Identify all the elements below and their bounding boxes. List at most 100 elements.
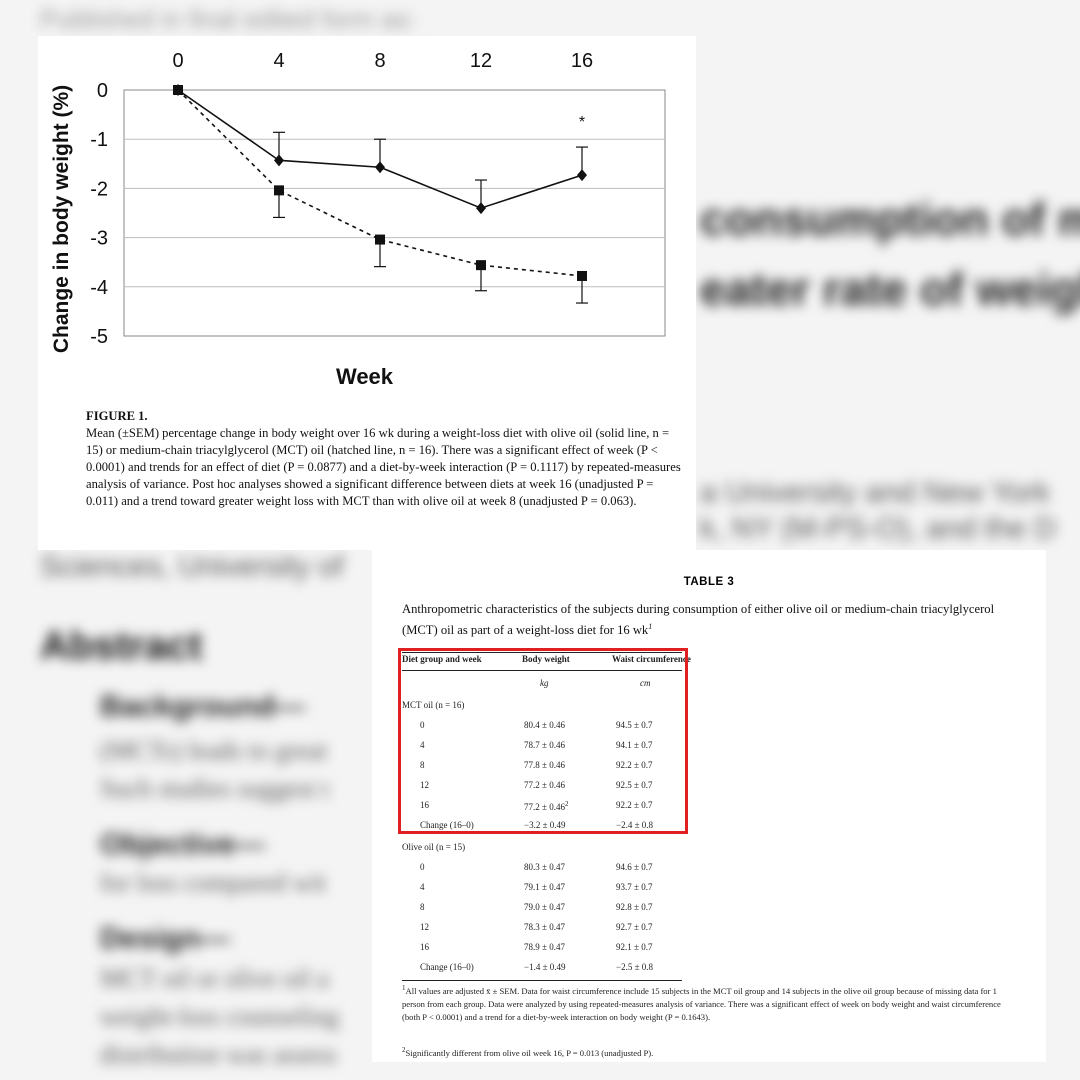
design-text-1: MCT oil or olive oil a	[100, 964, 329, 993]
row-body-weight: −3.2 ± 0.49	[524, 820, 566, 830]
row-waist: 94.6 ± 0.7	[616, 862, 653, 872]
footnote-1-marker: 1	[402, 984, 406, 992]
affiliation-line-3: Sciences, University of	[40, 550, 344, 583]
row-body-weight: 80.4 ± 0.46	[524, 720, 565, 730]
row-waist: 92.2 ± 0.7	[616, 800, 653, 810]
article-title-line-1: consumption of m	[700, 193, 1080, 245]
background-text-2: Such studies suggest t	[100, 774, 329, 803]
y-tick-label: -4	[90, 277, 108, 299]
row-waist: 92.2 ± 0.7	[616, 760, 653, 770]
row-week: Change (16–0)	[420, 820, 474, 830]
objective-label: Objective—	[100, 828, 266, 861]
row-waist: −2.4 ± 0.8	[616, 820, 654, 830]
row-week: 4	[420, 882, 425, 892]
x-tick-label: 0	[172, 50, 183, 72]
row-waist: 92.1 ± 0.7	[616, 942, 653, 952]
abstract-heading: Abstract	[40, 624, 203, 668]
data-point-diamond	[577, 169, 587, 182]
row-week: 8	[420, 760, 425, 770]
row-body-weight: 77.8 ± 0.46	[524, 760, 565, 770]
data-point-diamond	[476, 202, 486, 215]
article-title-line-2: eater rate of weigh	[700, 263, 1080, 315]
table-title: Anthropometric characteristics of the su…	[402, 600, 1012, 639]
footnote-1-text: All values are adjusted x̄ ± SEM. Data f…	[402, 985, 1001, 1022]
data-point-square	[173, 85, 183, 95]
x-tick-label: 8	[374, 50, 385, 72]
row-body-weight: 79.1 ± 0.47	[524, 882, 565, 892]
line-chart: 0 -1 -2 -3 -4 -5 0 4 8 12 16 Week Change in body wei…	[50, 50, 666, 389]
x-tick-label: 12	[470, 50, 492, 72]
row-week: 0	[420, 862, 425, 872]
row-body-weight: 77.2 ± 0.46	[524, 780, 565, 790]
header-diet-group: Diet group and week	[402, 654, 482, 664]
row-body-weight: 79.0 ± 0.47	[524, 902, 565, 912]
unit-cm: cm	[640, 678, 651, 688]
y-tick-label: -5	[90, 326, 108, 348]
group-label: MCT oil (n = 16)	[402, 700, 465, 710]
design-text-3: distribution was assess	[100, 1040, 337, 1069]
unit-kg: kg	[540, 678, 549, 688]
plot-area	[123, 89, 666, 337]
row-week: Change (16–0)	[420, 962, 474, 972]
footnote-2-marker: 2	[402, 1046, 406, 1054]
footnote-2-text: Significantly different from olive oil w…	[405, 1047, 654, 1058]
row-week: 4	[420, 740, 425, 750]
row-waist: 94.5 ± 0.7	[616, 720, 653, 730]
published-note: Published in final edited form as:	[40, 4, 416, 34]
objective-text: for loss compared wit	[100, 868, 327, 897]
x-tick-label: 4	[273, 50, 284, 72]
background-text-1: (MCTs) leads to great	[100, 736, 328, 765]
background-label: Background—	[100, 690, 306, 723]
row-body-weight: −1.4 ± 0.49	[524, 962, 566, 972]
row-week: 0	[420, 720, 425, 730]
figure-panel: 0 -1 -2 -3 -4 -5 0 4 8 12 16 Week Change in body wei…	[38, 36, 696, 550]
row-body-weight: 80.3 ± 0.47	[524, 862, 565, 872]
row-waist: 93.7 ± 0.7	[616, 882, 653, 892]
y-tick-label: -2	[90, 178, 108, 200]
table-bottom-rule	[402, 980, 682, 981]
table-footnote-2: 2Significantly different from olive oil …	[402, 1044, 1012, 1060]
data-point-square	[375, 234, 385, 245]
row-week: 16	[420, 800, 429, 810]
row-week: 12	[420, 922, 429, 932]
y-tick-label: -1	[90, 129, 108, 151]
significance-marker: *	[579, 114, 585, 131]
data-point-diamond	[274, 154, 284, 167]
row-week: 16	[420, 942, 429, 952]
data-point-diamond	[375, 161, 385, 174]
row-waist: 92.8 ± 0.7	[616, 902, 653, 912]
data-point-square	[274, 185, 284, 196]
y-axis-label: Change in body weight (%)	[50, 85, 73, 353]
row-waist: 94.1 ± 0.7	[616, 740, 653, 750]
series-line-dashed	[177, 89, 583, 277]
figure-caption-text: Mean (±SEM) percentage change in body we…	[86, 426, 681, 508]
table-top-rule	[402, 652, 682, 653]
table-header-rule	[402, 670, 682, 671]
table-panel: TABLE 3 Anthropometric characteristics o…	[372, 550, 1046, 1062]
design-label: Design—	[100, 922, 231, 955]
y-tick-label: -3	[90, 228, 108, 250]
design-text-2: weight-loss counseling	[100, 1002, 340, 1031]
table-title-footnote-marker: 1	[648, 622, 653, 631]
row-waist: 92.7 ± 0.7	[616, 922, 653, 932]
x-tick-label: 16	[571, 50, 593, 72]
figure-caption: FIGURE 1. Mean (±SEM) percentage change …	[86, 408, 686, 510]
x-axis-label: Week	[336, 364, 394, 389]
affiliation-line-1: a University and New York	[700, 476, 1051, 509]
row-week: 8	[420, 902, 425, 912]
figure-title: FIGURE 1.	[86, 409, 148, 423]
row-footnote-marker: 2	[564, 800, 569, 808]
table-number: TABLE 3	[683, 576, 735, 588]
row-week: 12	[420, 780, 429, 790]
row-body-weight: 78.9 ± 0.47	[524, 942, 565, 952]
highlight-box	[398, 648, 688, 834]
row-waist: 92.5 ± 0.7	[616, 780, 653, 790]
header-waist-circumference: Waist circumference	[612, 654, 691, 664]
affiliation-line-2: k, NY (M-PS-O), and the D	[700, 512, 1057, 545]
group-label: Olive oil (n = 15)	[402, 842, 466, 852]
table-title-text: Anthropometric characteristics of the su…	[402, 602, 995, 638]
header-body-weight: Body weight	[522, 654, 570, 664]
row-body-weight: 78.3 ± 0.47	[524, 922, 565, 932]
table-footnote-1: 1All values are adjusted x̄ ± SEM. Data …	[402, 982, 1012, 1024]
